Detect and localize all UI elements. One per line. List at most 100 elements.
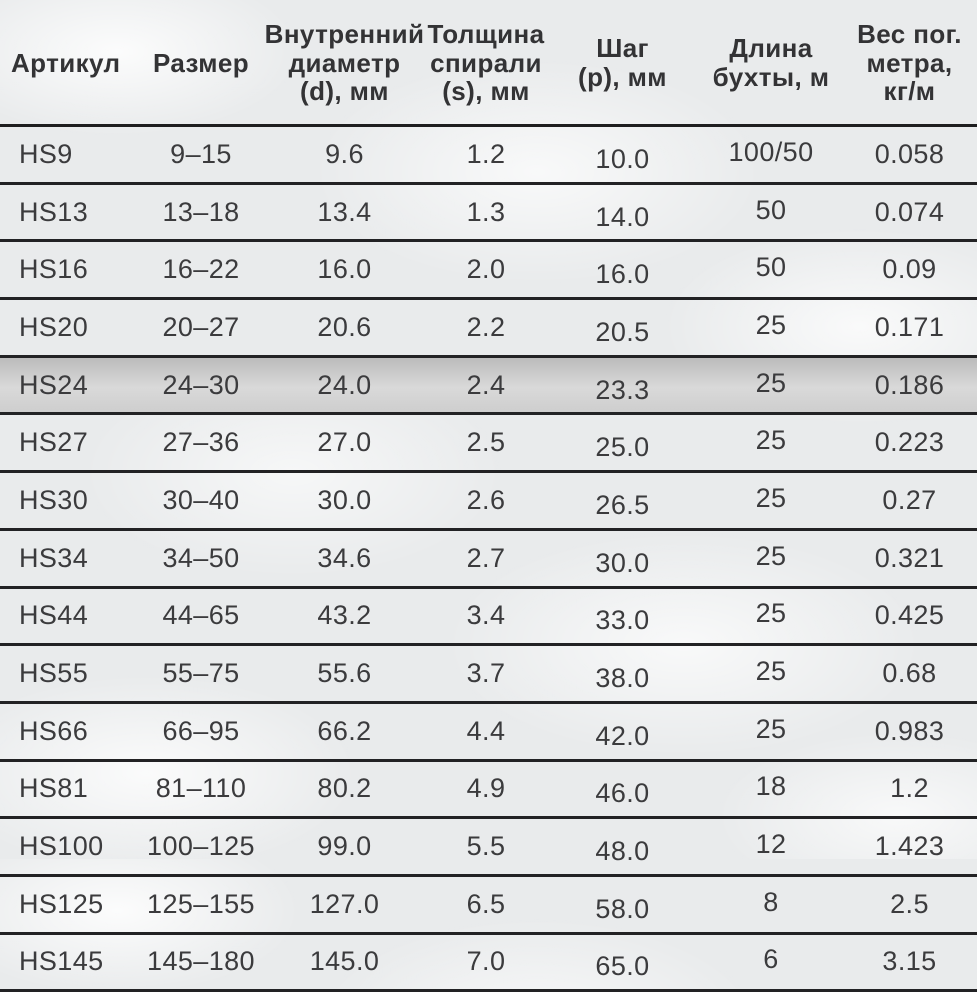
cell-coil-length: 25 (700, 644, 842, 704)
column-header-weight-per-meter: Вес пог. метра, кг/м (842, 0, 977, 127)
cell-spiral-thickness: 2.7 (427, 529, 545, 589)
cell-size: 9–15 (140, 125, 262, 185)
cell-size: 100–125 (140, 817, 262, 877)
cell-pitch: 58.0 (545, 875, 700, 935)
column-header-size: Размер (140, 0, 262, 127)
column-header-article: Артикул (0, 0, 140, 127)
cell-size: 20–27 (140, 298, 262, 358)
cell-spiral-thickness: 2.5 (427, 413, 545, 474)
cell-size: 55–75 (140, 644, 262, 704)
cell-weight-per-meter: 0.09 (842, 240, 977, 301)
cell-coil-length: 100/50 (700, 125, 842, 185)
table-row-hs100: HS100 100–125 99.0 5.5 48.0 12 1.423 (0, 817, 977, 877)
cell-article: HS34 (0, 529, 140, 589)
cell-pitch: 26.5 (545, 471, 700, 531)
cell-coil-length: 25 (700, 587, 842, 647)
cell-coil-length: 8 (700, 875, 842, 935)
cell-coil-length: 50 (700, 240, 842, 301)
cell-weight-per-meter: 2.5 (842, 875, 977, 935)
cell-spiral-thickness: 1.3 (427, 183, 545, 243)
cell-inner-diameter: 34.6 (262, 529, 427, 589)
cell-pitch: 38.0 (545, 644, 700, 704)
cell-inner-diameter: 30.0 (262, 471, 427, 531)
cell-pitch: 25.0 (545, 413, 700, 474)
table-header-row: Артикул Размер Внутренний диаметр (d), мм Т… (0, 0, 977, 127)
cell-size: 125–155 (140, 875, 262, 935)
cell-spiral-thickness: 2.4 (427, 356, 545, 416)
cell-inner-diameter: 24.0 (262, 356, 427, 416)
cell-article: HS9 (0, 125, 140, 185)
cell-coil-length: 25 (700, 298, 842, 358)
cell-inner-diameter: 43.2 (262, 587, 427, 647)
table-row-hs30: HS30 30–40 30.0 2.6 26.5 25 0.27 (0, 471, 977, 531)
table-row-hs66: HS66 66–95 66.2 4.4 42.0 25 0.983 (0, 702, 977, 762)
table-row-hs145: HS145 145–180 145.0 7.0 65.0 6 3.15 (0, 933, 977, 992)
table-row-hs20: HS20 20–27 20.6 2.2 20.5 25 0.171 (0, 298, 977, 358)
cell-weight-per-meter: 0.983 (842, 702, 977, 762)
table-row-hs9: HS9 9–15 9.6 1.2 10.0 100/50 0.058 (0, 125, 977, 185)
cell-size: 44–65 (140, 587, 262, 647)
cell-article: HS16 (0, 240, 140, 301)
table-row-hs125: HS125 125–155 127.0 6.5 58.0 8 2.5 (0, 875, 977, 935)
table-row-hs16: HS16 16–22 16.0 2.0 16.0 50 0.09 (0, 240, 977, 301)
cell-weight-per-meter: 0.223 (842, 413, 977, 474)
cell-weight-per-meter: 1.2 (842, 760, 977, 820)
cell-weight-per-meter: 0.074 (842, 183, 977, 243)
cell-article: HS30 (0, 471, 140, 531)
cell-spiral-thickness: 3.7 (427, 644, 545, 704)
cell-pitch: 33.0 (545, 587, 700, 647)
column-header-pitch: Шаг (p), мм (545, 0, 700, 127)
cell-pitch: 20.5 (545, 298, 700, 358)
cell-article: HS27 (0, 413, 140, 474)
cell-weight-per-meter: 3.15 (842, 933, 977, 992)
cell-weight-per-meter: 0.171 (842, 298, 977, 358)
column-header-inner-diameter: Внутренний диаметр (d), мм (262, 0, 427, 127)
cell-article: HS66 (0, 702, 140, 762)
cell-pitch: 65.0 (545, 933, 700, 992)
cell-article: HS13 (0, 183, 140, 243)
cell-inner-diameter: 16.0 (262, 240, 427, 301)
cell-spiral-thickness: 1.2 (427, 125, 545, 185)
cell-inner-diameter: 55.6 (262, 644, 427, 704)
cell-article: HS55 (0, 644, 140, 704)
cell-pitch: 48.0 (545, 817, 700, 877)
cell-coil-length: 12 (700, 817, 842, 877)
cell-weight-per-meter: 0.186 (842, 356, 977, 416)
cell-pitch: 46.0 (545, 760, 700, 820)
cell-spiral-thickness: 7.0 (427, 933, 545, 992)
cell-coil-length: 25 (700, 529, 842, 589)
cell-article: HS44 (0, 587, 140, 647)
cell-article: HS145 (0, 933, 140, 992)
cell-pitch: 23.3 (545, 356, 700, 416)
cell-inner-diameter: 13.4 (262, 183, 427, 243)
cell-spiral-thickness: 5.5 (427, 817, 545, 877)
cell-spiral-thickness: 4.9 (427, 760, 545, 820)
cell-inner-diameter: 9.6 (262, 125, 427, 185)
cell-size: 34–50 (140, 529, 262, 589)
cell-weight-per-meter: 0.27 (842, 471, 977, 531)
cell-pitch: 14.0 (545, 183, 700, 243)
cell-inner-diameter: 20.6 (262, 298, 427, 358)
cell-weight-per-meter: 0.68 (842, 644, 977, 704)
cell-pitch: 16.0 (545, 240, 700, 301)
table-row-hs55: HS55 55–75 55.6 3.7 38.0 25 0.68 (0, 644, 977, 704)
cell-coil-length: 25 (700, 471, 842, 531)
cell-coil-length: 6 (700, 933, 842, 992)
cell-inner-diameter: 127.0 (262, 875, 427, 935)
cell-weight-per-meter: 0.425 (842, 587, 977, 647)
cell-inner-diameter: 145.0 (262, 933, 427, 992)
cell-inner-diameter: 66.2 (262, 702, 427, 762)
cell-size: 66–95 (140, 702, 262, 762)
table-header: Артикул Размер Внутренний диаметр (d), мм Т… (0, 0, 977, 127)
cell-spiral-thickness: 2.6 (427, 471, 545, 531)
cell-spiral-thickness: 2.2 (427, 298, 545, 358)
cell-spiral-thickness: 3.4 (427, 587, 545, 647)
cell-size: 81–110 (140, 760, 262, 820)
cell-inner-diameter: 80.2 (262, 760, 427, 820)
cell-size: 16–22 (140, 240, 262, 301)
cell-spiral-thickness: 4.4 (427, 702, 545, 762)
cell-weight-per-meter: 1.423 (842, 817, 977, 877)
cell-article: HS20 (0, 298, 140, 358)
